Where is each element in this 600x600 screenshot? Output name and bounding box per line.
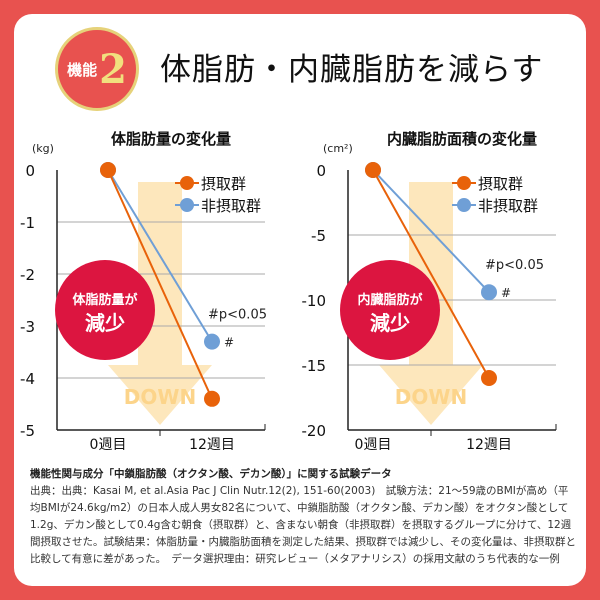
legend-marker <box>457 198 471 212</box>
significance-note: #p<0.05 <box>208 308 267 323</box>
data-point <box>204 333 220 350</box>
footnote-heading: 機能性関与成分「中鎖脂肪酸（オクタン酸、デカン酸）」に関する試験データ <box>30 468 392 480</box>
page-title: 体脂肪・内臓脂肪を減らす <box>160 52 544 88</box>
down-arrow-text: DOWN <box>395 385 467 409</box>
down-arrow <box>108 182 212 425</box>
footnote-body: 出典：出典：Kasai M, et al.Asia Pac J Clin Nut… <box>30 485 576 565</box>
series-line <box>107 169 213 343</box>
x-tick-label: 12週目 <box>466 437 512 453</box>
y-tick-label: -20 <box>302 422 327 440</box>
significance-marker: # <box>224 336 234 350</box>
data-point <box>204 390 220 407</box>
result-badge <box>340 260 440 360</box>
down-arrow-text: DOWN <box>124 385 196 409</box>
y-axis-unit: (kg) <box>32 142 54 155</box>
result-badge-line2: 減少 <box>85 311 125 335</box>
result-badge-line1: 内臓脂肪が <box>357 292 422 308</box>
y-tick-label: -5 <box>311 227 326 245</box>
series-line <box>372 169 490 293</box>
legend-marker <box>457 176 471 190</box>
legend-label: 摂取群 <box>478 175 523 193</box>
legend-marker <box>180 176 194 190</box>
series-line <box>372 169 490 379</box>
series-line <box>107 169 213 400</box>
y-axis-unit: (cm²) <box>323 142 353 155</box>
function-badge: 機能 2 <box>55 27 139 111</box>
data-point <box>100 162 116 178</box>
badge-label: 機能 <box>67 60 98 79</box>
x-tick-label: 12週目 <box>189 437 235 453</box>
badge-number: 2 <box>99 45 127 93</box>
data-point <box>481 370 497 386</box>
y-tick-label: -4 <box>20 370 35 388</box>
result-badge-line1: 体脂肪量が <box>72 292 137 308</box>
y-tick-label: -1 <box>20 214 35 232</box>
chart-title: 内臓脂肪面積の変化量 <box>387 130 537 148</box>
x-tick-label: 0週目 <box>90 437 127 453</box>
legend-label: 摂取群 <box>201 175 246 193</box>
significance-note: #p<0.05 <box>485 258 544 273</box>
result-badge-line2: 減少 <box>370 311 410 335</box>
data-point <box>365 162 381 178</box>
y-tick-label: -15 <box>302 357 327 375</box>
legend-label: 非摂取群 <box>478 197 538 215</box>
y-tick-label: 0 <box>25 162 35 180</box>
chart-title: 体脂肪量の変化量 <box>111 130 231 148</box>
legend-marker <box>180 198 194 212</box>
data-point <box>481 284 497 301</box>
legend-label: 非摂取群 <box>201 197 261 215</box>
y-tick-label: -5 <box>20 422 35 440</box>
x-tick-label: 0週目 <box>355 437 392 453</box>
y-tick-label: 0 <box>316 162 326 180</box>
significance-marker: # <box>501 286 511 300</box>
y-tick-label: -10 <box>302 292 327 310</box>
y-tick-label: -2 <box>20 266 35 284</box>
result-badge <box>55 260 155 360</box>
y-tick-label: -3 <box>20 318 35 336</box>
footnote: 機能性関与成分「中鎖脂肪酸（オクタン酸、デカン酸）」に関する試験データ 出典：出… <box>30 466 578 568</box>
